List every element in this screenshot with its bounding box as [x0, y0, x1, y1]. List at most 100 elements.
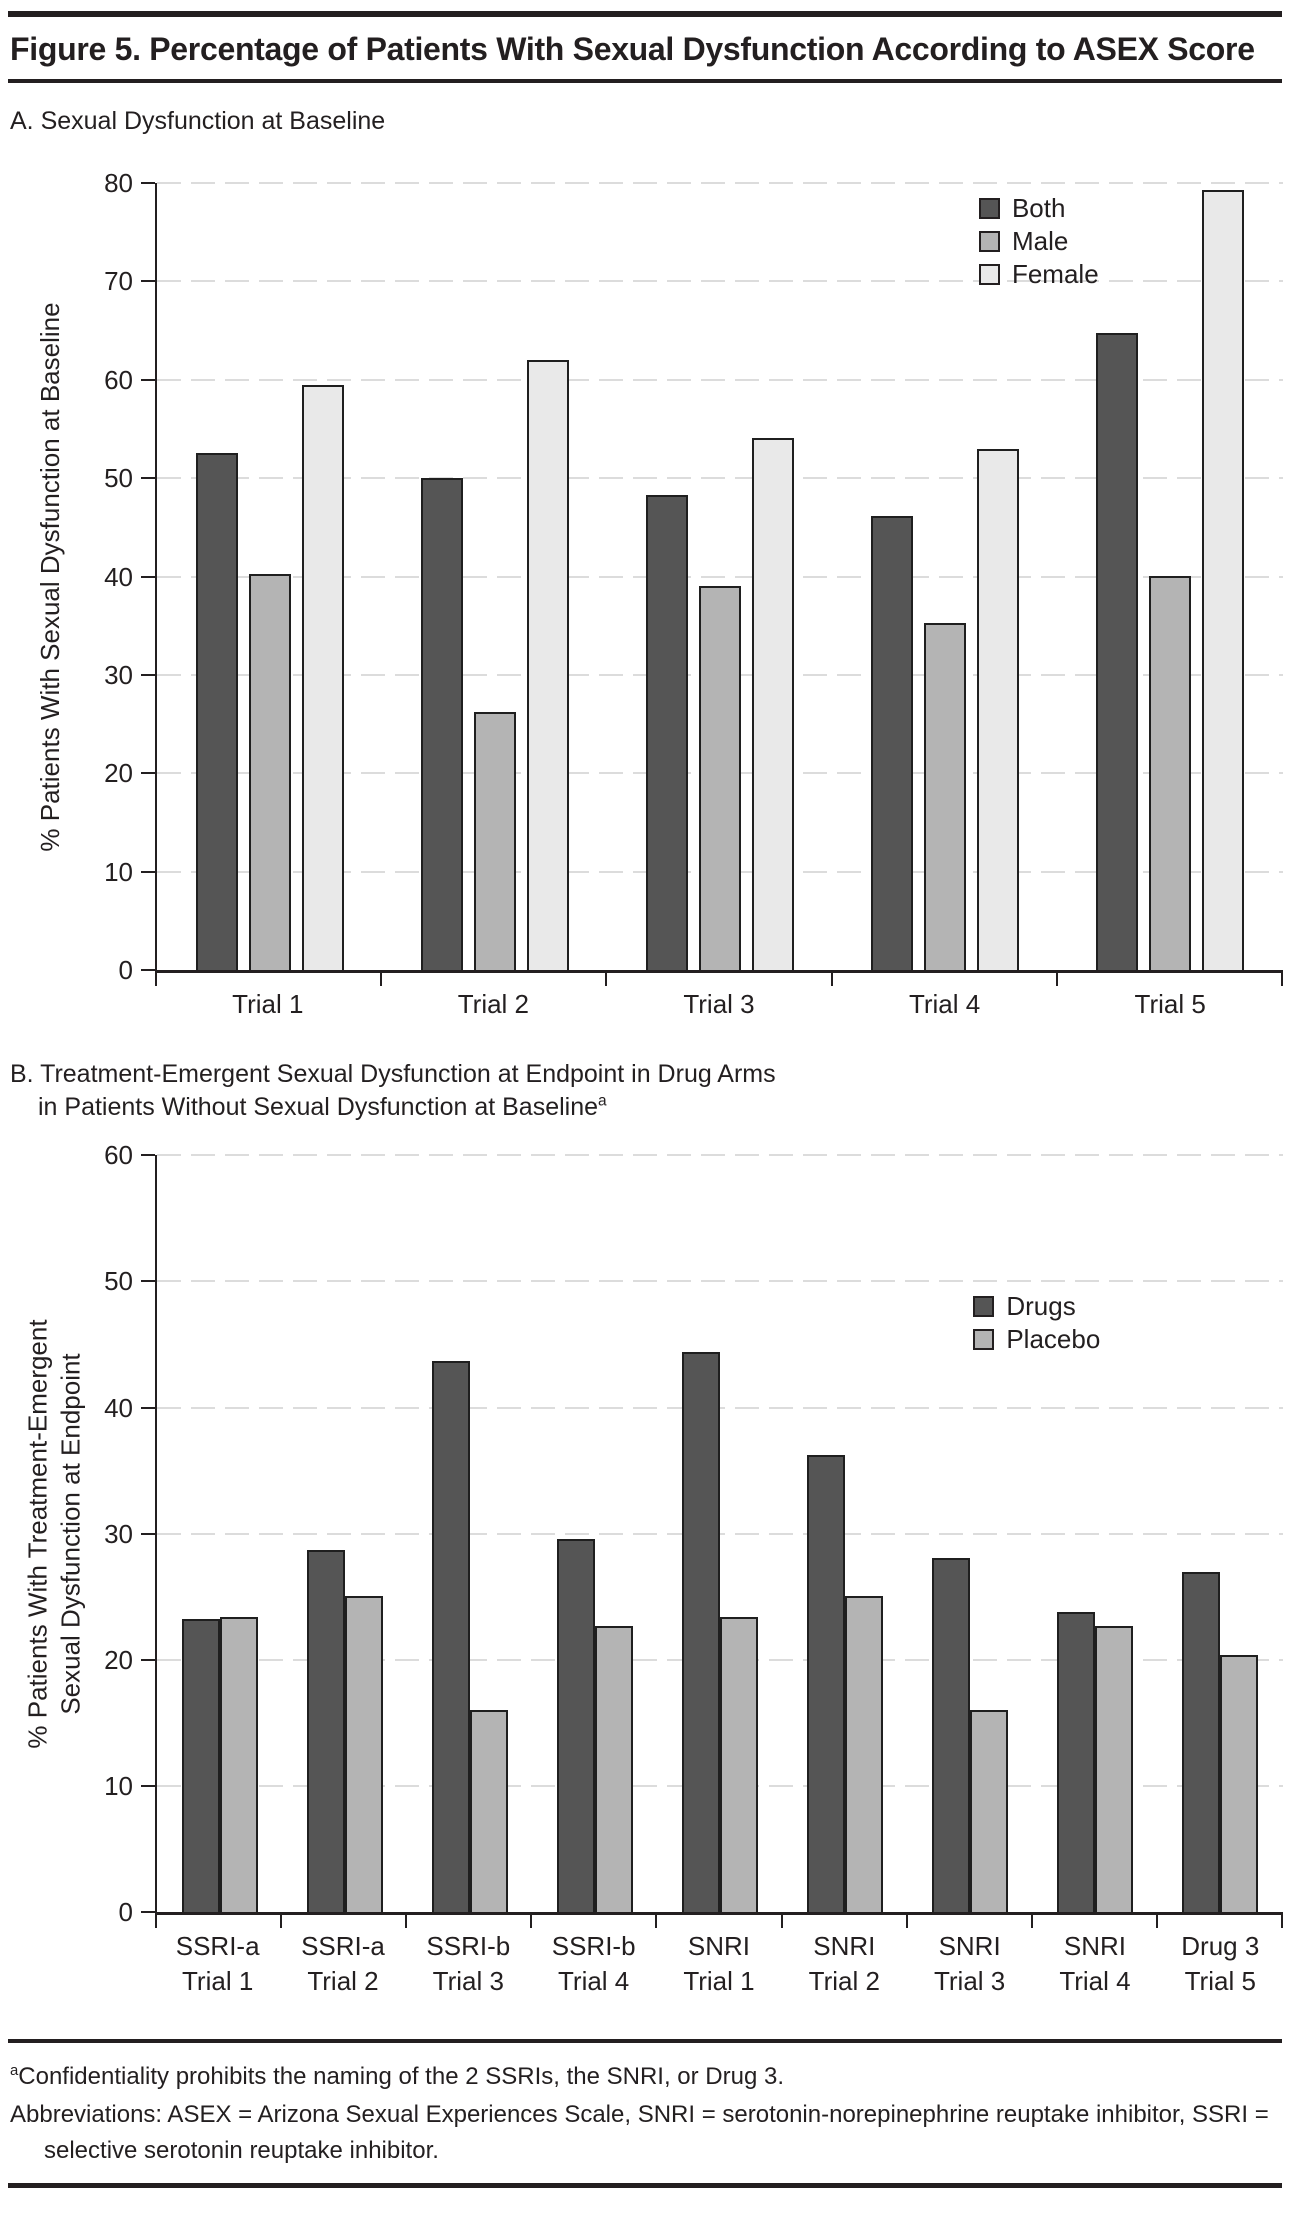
- x-tick-mark-3: [830, 970, 833, 987]
- bottom-rule: [8, 2183, 1282, 2189]
- y-tick-mark-10: [141, 870, 155, 873]
- figure-title: Figure 5. Percentage of Patients With Se…: [10, 31, 1255, 67]
- legend-item-male: Male: [978, 228, 1099, 254]
- footnotes: aConfidentiality prohibits the naming of…: [10, 2059, 1280, 2169]
- bar-female-5: [1202, 189, 1245, 971]
- panel_b-group-3: [407, 1155, 532, 1913]
- x-category-label-9: Drug 3 Trial 5: [1158, 1929, 1283, 1999]
- panel-b-footnote-marker: a: [598, 1092, 607, 1110]
- bar-drugs-5: [681, 1352, 720, 1913]
- bar-placebo-9: [1220, 1654, 1259, 1913]
- y-tick-mark-20: [141, 772, 155, 775]
- panel-a-label: A. Sexual Dysfunction at Baseline: [10, 106, 386, 135]
- bar-drugs-6: [807, 1455, 846, 1913]
- bar-both-2: [420, 478, 463, 971]
- panel_b-group-2: [282, 1155, 407, 1913]
- x-tick-mark-8: [1155, 1912, 1158, 1929]
- panel_b-group-7: [908, 1155, 1033, 1913]
- legend-label-placebo: Placebo: [1006, 1324, 1101, 1355]
- x-category-label-1: Trial 1: [155, 987, 381, 1022]
- bar-drugs-1: [181, 1619, 220, 1913]
- x-tick-mark-6: [905, 1912, 908, 1929]
- x-category-label-line: Trial 2: [307, 1966, 379, 1997]
- gridline-40: [157, 1406, 1283, 1409]
- x-tick-mark-3: [530, 1912, 533, 1929]
- y-tick-mark-10: [141, 1785, 155, 1788]
- panel-b-plot-area: % Patients With Treatment-Emergent Sexua…: [23, 1142, 1283, 1929]
- y-tick-mark-0: [141, 969, 155, 972]
- panel_b-group-9: [1158, 1155, 1283, 1913]
- panel-b-legend: Drugs Placebo: [973, 1293, 1100, 1352]
- panel_a-bar-groups: [157, 183, 1283, 971]
- y-tick-mark-50: [141, 477, 155, 480]
- legend-item-both: Both: [978, 193, 1099, 224]
- y-tick-label-0: 0: [118, 1897, 133, 1928]
- x-category-label-5: SNRI Trial 1: [656, 1929, 781, 1999]
- bar-female-1: [301, 384, 344, 971]
- x-category-label-line: Trial 1: [182, 1966, 254, 1997]
- bar-female-3: [752, 437, 794, 971]
- x-category-label-line: Trial 3: [683, 989, 755, 1020]
- y-tick-label-10: 10: [104, 856, 133, 887]
- top-rule: [8, 11, 1282, 17]
- gridline-70: [157, 280, 1283, 283]
- figure-page: Figure 5. Percentage of Patients With Se…: [0, 11, 1290, 2228]
- panel-a-plot-area: % Patients With Sexual Dysfunction at Ba…: [35, 170, 1283, 987]
- panel_a-group-3: [607, 183, 832, 971]
- y-tick-mark-0: [141, 1911, 155, 1914]
- y-tick-label-50: 50: [104, 463, 133, 494]
- x-category-label-line: Trial 5: [1184, 1966, 1256, 1997]
- x-category-label-3: Trial 3: [606, 987, 832, 1022]
- x-tick-mark-1: [380, 970, 383, 987]
- y-tick-label-80: 80: [104, 168, 133, 199]
- panel_b-group-4: [532, 1155, 657, 1913]
- x-tick-mark-9: [1281, 1912, 1283, 1929]
- x-category-label-4: Trial 4: [832, 987, 1058, 1022]
- y-tick-mark-30: [141, 673, 155, 676]
- x-tick-mark-4: [1055, 970, 1058, 987]
- panel-a-chart: % Patients With Sexual Dysfunction at Ba…: [35, 170, 1283, 1022]
- panel-b-chart: % Patients With Treatment-Emergent Sexua…: [23, 1142, 1283, 1999]
- legend-label-both: Both: [1011, 193, 1066, 224]
- x-category-label-line: SNRI: [813, 1931, 876, 1962]
- y-tick-mark-60: [141, 378, 155, 381]
- x-category-label-6: SNRI Trial 2: [782, 1929, 907, 1999]
- bar-placebo-8: [1095, 1625, 1134, 1913]
- bar-drugs-7: [932, 1557, 971, 1913]
- gridline-80: [157, 182, 1283, 185]
- x-category-label-line: SSRI-a: [175, 1931, 260, 1962]
- legend-label-female: Female: [1011, 259, 1099, 290]
- bar-male-1: [248, 573, 291, 971]
- footnote-confidentiality: aConfidentiality prohibits the naming of…: [10, 2063, 784, 2091]
- x-category-label-line: Trial 1: [232, 989, 304, 1020]
- panel-a-x-labels: Trial 1 Trial 2 Trial 3 Trial 4 Trial 5: [155, 987, 1283, 1022]
- panel_a-group-1: [157, 183, 382, 971]
- y-tick-label-0: 0: [118, 955, 133, 986]
- gridline-40: [157, 575, 1283, 578]
- bar-placebo-5: [719, 1616, 758, 1913]
- x-category-label-line: Drug 3: [1181, 1931, 1260, 1962]
- legend-item-drugs: Drugs: [973, 1293, 1100, 1319]
- footnote-superscript: a: [10, 2063, 19, 2080]
- x-category-label-4: SSRI-b Trial 4: [531, 1929, 656, 1999]
- x-tick-mark-4: [655, 1912, 658, 1929]
- y-tick-mark-40: [141, 575, 155, 578]
- x-tick-mark-1: [280, 1912, 283, 1929]
- x-tick-mark-2: [405, 1912, 408, 1929]
- bar-placebo-6: [845, 1595, 884, 1913]
- x-category-label-line: SNRI: [1063, 1931, 1127, 1962]
- x-category-label-8: SNRI Trial 4: [1032, 1929, 1157, 1999]
- footnote-divider-rule: [8, 2039, 1282, 2044]
- legend-swatch-female: [978, 263, 1000, 285]
- panel_a-group-5: [1058, 183, 1283, 971]
- x-category-label-line: Trial 3: [933, 1966, 1006, 1997]
- title-divider-rule: [8, 78, 1282, 83]
- bar-drugs-9: [1182, 1571, 1221, 1913]
- x-category-label-line: Trial 4: [558, 1966, 630, 1997]
- x-category-label-5: Trial 5: [1057, 987, 1283, 1022]
- panel-a-y-axis-title-text: % Patients With Sexual Dysfunction at Ba…: [34, 302, 65, 852]
- bar-male-4: [924, 622, 967, 971]
- panel-b-label-line2: in Patients Without Sexual Dysfunction a…: [38, 1092, 607, 1121]
- panel-b-label: B. Treatment-Emergent Sexual Dysfunction…: [10, 1058, 1290, 1123]
